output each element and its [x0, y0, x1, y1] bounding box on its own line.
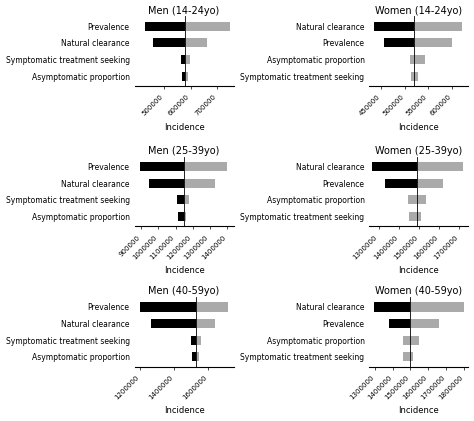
Bar: [184, 195, 189, 205]
Title: Men (25-39yo): Men (25-39yo): [148, 146, 220, 156]
Bar: [417, 162, 464, 171]
Bar: [140, 162, 184, 171]
Bar: [403, 336, 414, 345]
Bar: [184, 212, 186, 221]
Bar: [185, 72, 188, 81]
Bar: [414, 38, 452, 48]
Bar: [373, 162, 417, 171]
Bar: [185, 38, 207, 48]
Bar: [140, 302, 196, 312]
Bar: [409, 212, 421, 221]
Bar: [178, 212, 184, 221]
Bar: [408, 195, 426, 205]
X-axis label: Incidence: Incidence: [164, 266, 204, 275]
Bar: [383, 38, 414, 48]
X-axis label: Incidence: Incidence: [164, 123, 204, 132]
Bar: [177, 195, 184, 205]
Bar: [374, 22, 414, 31]
Bar: [410, 55, 425, 64]
X-axis label: Incidence: Incidence: [399, 406, 439, 416]
Bar: [417, 179, 443, 188]
Bar: [403, 336, 419, 345]
Bar: [153, 38, 185, 48]
Bar: [414, 22, 462, 31]
Title: Women (40-59yo): Women (40-59yo): [375, 286, 463, 296]
Bar: [410, 319, 439, 328]
Bar: [185, 55, 190, 64]
Bar: [384, 179, 417, 188]
Title: Men (14-24yo): Men (14-24yo): [148, 5, 219, 16]
Bar: [410, 55, 419, 64]
Bar: [185, 22, 229, 31]
Bar: [145, 22, 185, 31]
Bar: [411, 72, 416, 81]
X-axis label: Incidence: Incidence: [399, 266, 439, 275]
Bar: [184, 179, 215, 188]
Bar: [409, 212, 419, 221]
Bar: [152, 319, 196, 328]
X-axis label: Incidence: Incidence: [399, 123, 439, 132]
Bar: [389, 319, 410, 328]
Bar: [196, 352, 199, 361]
Bar: [192, 352, 196, 361]
Bar: [408, 195, 421, 205]
Bar: [411, 72, 418, 81]
Bar: [182, 72, 185, 81]
Bar: [196, 302, 228, 312]
Bar: [191, 336, 196, 345]
Bar: [403, 352, 410, 361]
Bar: [374, 302, 410, 312]
Title: Men (40-59yo): Men (40-59yo): [148, 286, 219, 296]
Title: Women (25-39yo): Women (25-39yo): [375, 146, 463, 156]
Bar: [410, 302, 464, 312]
X-axis label: Incidence: Incidence: [164, 406, 204, 416]
Bar: [403, 352, 413, 361]
Title: Women (14-24yo): Women (14-24yo): [375, 5, 463, 16]
Bar: [196, 336, 201, 345]
Bar: [149, 179, 184, 188]
Bar: [184, 162, 227, 171]
Bar: [196, 319, 215, 328]
Bar: [182, 55, 185, 64]
